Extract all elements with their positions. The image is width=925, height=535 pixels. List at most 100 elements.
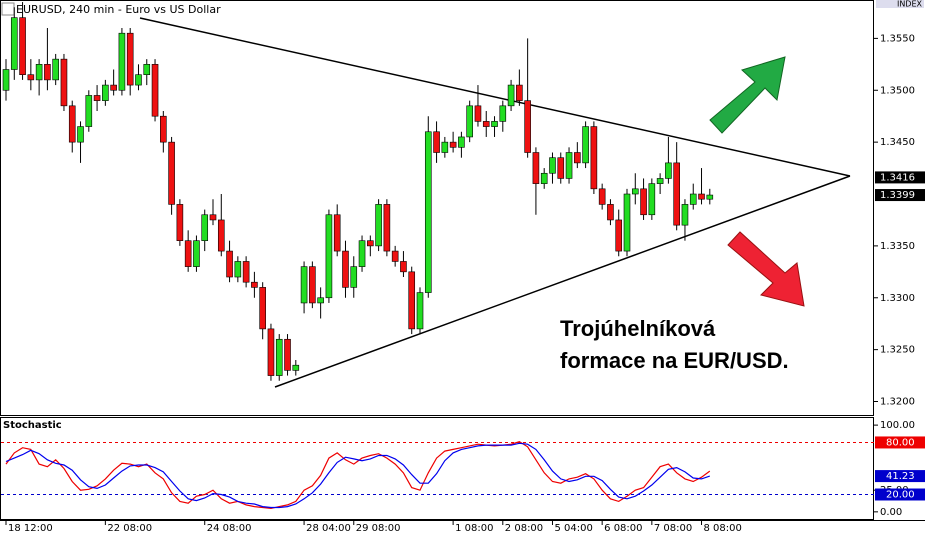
candle-body — [176, 204, 184, 241]
x-tick-label: 6 08:00 — [604, 523, 642, 534]
candle-body — [151, 64, 159, 117]
candle-body — [27, 74, 35, 81]
y-tick-label: 1.3550 — [880, 33, 915, 44]
chart-title: EURUSD, 240 min - Euro vs US Dollar — [16, 3, 221, 16]
candle-body — [44, 64, 51, 81]
candle-body — [706, 194, 714, 200]
candle-body — [458, 136, 465, 148]
candle-body — [292, 364, 300, 371]
candle-body — [640, 188, 647, 216]
candle-body — [52, 58, 59, 81]
candle-body — [665, 162, 672, 179]
lower-trendline — [274, 175, 851, 388]
y-tick-label: 1.3500 — [880, 85, 915, 96]
candle-body — [565, 152, 573, 179]
candle-body — [375, 204, 382, 247]
candle-body — [284, 338, 291, 371]
candle-body — [408, 271, 416, 330]
candle-body — [681, 204, 689, 226]
candle-body — [193, 240, 200, 267]
candle-body — [358, 240, 366, 267]
annotation: Trojúhelníková — [560, 316, 716, 341]
candle-body — [391, 250, 399, 262]
candle-body — [491, 121, 498, 127]
candle-body — [201, 214, 209, 241]
x-tick-label: 1 08:00 — [455, 523, 493, 534]
candle-body — [499, 105, 507, 122]
candle-body — [60, 58, 68, 107]
candle-body — [209, 214, 217, 221]
candle-body — [549, 157, 556, 174]
candle-body — [2, 69, 10, 91]
candle-body — [607, 204, 614, 221]
candle-body — [259, 287, 266, 330]
candle-body — [168, 141, 175, 205]
annotation: formace na EUR/USD. — [560, 348, 789, 373]
x-tick-label: 2 08:00 — [505, 523, 543, 534]
price-marker — [875, 189, 925, 202]
level-label: 80.00 — [886, 437, 915, 448]
x-tick-label: 7 08:00 — [654, 523, 692, 534]
upper-trendline — [139, 17, 851, 177]
value-marker — [875, 470, 925, 483]
index-label: INDEX — [897, 0, 923, 9]
candle-body — [582, 126, 589, 164]
x-tick-label: 29 08:00 — [356, 523, 401, 534]
y-tick-label: 1.3250 — [880, 345, 915, 356]
candle-body — [648, 183, 656, 216]
price-marker-label: 1.3399 — [880, 190, 915, 201]
candle-body — [441, 141, 449, 153]
candle-body — [143, 64, 151, 75]
candle-body — [342, 250, 349, 288]
candle-body — [19, 17, 26, 76]
candle-body — [333, 214, 341, 252]
candle-body — [68, 105, 76, 143]
candle-body — [126, 32, 134, 86]
down-arrow — [727, 231, 805, 307]
candle-body — [524, 100, 531, 153]
candle-body — [590, 126, 598, 190]
candle-body — [217, 219, 225, 252]
candle-body — [656, 178, 664, 184]
x-tick-label: 28 04:00 — [306, 523, 351, 534]
y-tick-label: 0.00 — [880, 507, 902, 518]
candle-body — [615, 219, 623, 252]
candle-body — [623, 193, 631, 252]
stochastic-panel — [0, 417, 874, 520]
candle-body — [267, 328, 275, 376]
candle-body — [309, 266, 316, 304]
candle-body — [251, 281, 258, 288]
y-tick-label: 1.3300 — [880, 293, 915, 304]
x-tick-label: 8 08:00 — [704, 523, 742, 534]
candle-body — [416, 292, 424, 330]
candle-body — [433, 131, 440, 153]
candle-body — [673, 162, 680, 226]
stochastic-line — [5, 440, 711, 510]
candle-body — [242, 261, 250, 283]
candle-body — [110, 84, 117, 91]
title-icon — [1, 2, 15, 16]
candle-body — [631, 188, 639, 195]
candle-body — [325, 214, 333, 299]
level-label: 20.00 — [886, 490, 915, 501]
y-tick-label: 1.3200 — [880, 397, 915, 408]
candle-body — [160, 115, 167, 143]
candle-body — [532, 152, 540, 184]
y-tick-label: 100.00 — [880, 420, 915, 431]
level-box — [875, 488, 925, 501]
main-panel — [0, 0, 874, 416]
y-tick-label: 1.3450 — [880, 137, 915, 148]
candle-body — [275, 338, 283, 376]
candle-body — [234, 261, 242, 278]
candle-body — [184, 240, 192, 267]
up-arrow — [709, 56, 786, 134]
candle-body — [557, 157, 565, 179]
candle-body — [367, 240, 374, 247]
price-marker — [875, 171, 925, 184]
candle-body — [350, 266, 358, 288]
candle-body — [35, 64, 43, 81]
candle-body — [85, 95, 93, 127]
candle-body — [102, 84, 109, 101]
candle-body — [474, 105, 482, 122]
